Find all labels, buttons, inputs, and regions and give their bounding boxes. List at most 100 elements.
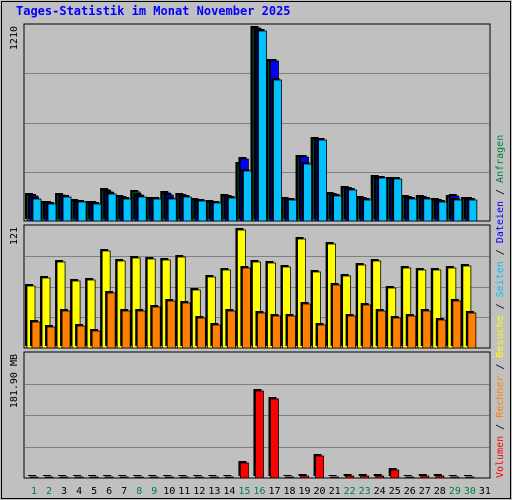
bar-seiten-17 bbox=[273, 79, 282, 222]
bar-volumen-21-shadow bbox=[328, 475, 337, 476]
bar-besuche-7 bbox=[116, 260, 126, 349]
bar-volumen-8-shadow bbox=[133, 475, 142, 476]
bar-seiten-12 bbox=[197, 200, 207, 222]
bar-volumen-1 bbox=[29, 476, 39, 479]
bar-rechner-13 bbox=[211, 324, 221, 349]
bar-volumen-28 bbox=[435, 475, 445, 479]
bar-rechner-3 bbox=[61, 310, 71, 349]
bar-rechner-30 bbox=[467, 312, 477, 349]
bar-seiten-7 bbox=[122, 198, 132, 222]
legend-anfragen: Anfragen bbox=[495, 135, 506, 183]
x-tick-label-18: 18 bbox=[283, 486, 295, 497]
x-tick-label-24: 24 bbox=[374, 486, 386, 497]
bar-seiten-23 bbox=[363, 199, 373, 222]
bar-volumen-12-shadow bbox=[193, 475, 202, 476]
bar-seiten-28 bbox=[438, 201, 448, 222]
x-tick-label-21: 21 bbox=[329, 486, 341, 497]
bar-besuche-17 bbox=[267, 262, 276, 349]
x-tick-label-2: 2 bbox=[46, 486, 52, 497]
bar-seiten-4 bbox=[77, 201, 87, 222]
bar-seiten-5 bbox=[92, 203, 102, 222]
bar-rechner-18 bbox=[287, 315, 296, 349]
bar-seiten-1 bbox=[32, 198, 42, 222]
bar-volumen-24-shadow bbox=[373, 474, 382, 476]
bar-volumen-9-shadow bbox=[148, 475, 157, 476]
bar-volumen-10-shadow bbox=[163, 475, 172, 476]
bar-rechner-24 bbox=[377, 310, 387, 349]
bar-rechner-14 bbox=[226, 310, 236, 349]
bar-volumen-7 bbox=[119, 476, 129, 479]
x-tick-label-6: 6 bbox=[106, 486, 112, 497]
x-tick-label-20: 20 bbox=[314, 486, 326, 497]
x-tick-label-26: 26 bbox=[404, 486, 416, 497]
legend-dateien: Dateien bbox=[495, 201, 506, 243]
bar-rechner-11 bbox=[181, 302, 191, 349]
x-tick-label-15: 15 bbox=[238, 486, 250, 497]
bar-rechner-2 bbox=[46, 326, 56, 349]
bar-rechner-1 bbox=[31, 321, 41, 349]
bar-volumen-23 bbox=[360, 475, 370, 479]
legend-seiten: Seiten bbox=[495, 261, 506, 297]
x-tick-label-10: 10 bbox=[163, 486, 175, 497]
bar-volumen-18-shadow bbox=[283, 475, 292, 476]
x-tick-label-5: 5 bbox=[91, 486, 97, 497]
bar-volumen-17 bbox=[270, 398, 279, 479]
bar-rechner-5 bbox=[91, 330, 101, 349]
right-legend: Volumen / Rechner / Besuche / Seiten / D… bbox=[495, 135, 506, 478]
bar-seiten-19 bbox=[303, 163, 312, 222]
x-tick-label-7: 7 bbox=[121, 486, 127, 497]
bar-besuche-24 bbox=[372, 260, 382, 349]
x-tick-label-25: 25 bbox=[389, 486, 401, 497]
legend- /: / bbox=[495, 297, 506, 315]
bar-seiten-24 bbox=[378, 177, 388, 222]
bar-volumen-24 bbox=[375, 475, 385, 479]
bar-volumen-4 bbox=[74, 476, 84, 479]
bar-besuche-1 bbox=[26, 285, 36, 349]
bar-rechner-27 bbox=[422, 310, 432, 349]
bar-seiten-8 bbox=[137, 196, 147, 222]
bar-volumen-25 bbox=[390, 469, 400, 479]
bar-besuche-4 bbox=[71, 280, 81, 349]
bar-volumen-13-shadow bbox=[208, 475, 217, 476]
bar-volumen-26 bbox=[405, 476, 415, 479]
bar-volumen-5-shadow bbox=[88, 475, 97, 476]
bar-volumen-2 bbox=[44, 476, 54, 479]
bar-volumen-15 bbox=[240, 462, 249, 479]
x-tick-label-14: 14 bbox=[223, 486, 235, 497]
bar-volumen-6 bbox=[104, 476, 114, 479]
x-tick-label-22: 22 bbox=[344, 486, 356, 497]
legend- /: / bbox=[495, 358, 506, 376]
bar-seiten-15 bbox=[243, 170, 252, 222]
x-tick-label-11: 11 bbox=[178, 486, 190, 497]
scale-label-volume: 181.90 MB bbox=[9, 354, 20, 408]
bar-rechner-8 bbox=[136, 310, 146, 349]
x-tick-label-19: 19 bbox=[299, 486, 311, 497]
bar-seiten-20 bbox=[318, 139, 327, 222]
bar-rechner-20 bbox=[317, 324, 326, 349]
bar-volumen-26-shadow bbox=[403, 475, 412, 476]
legend- /: / bbox=[495, 183, 506, 201]
bar-seiten-6 bbox=[107, 193, 117, 222]
bar-seiten-25 bbox=[393, 178, 403, 222]
bar-volumen-23-shadow bbox=[358, 474, 367, 476]
bar-volumen-13 bbox=[209, 476, 219, 479]
bar-seiten-26 bbox=[408, 198, 418, 222]
bar-volumen-9 bbox=[149, 476, 159, 479]
bar-volumen-19-shadow bbox=[298, 474, 307, 476]
bar-volumen-2-shadow bbox=[43, 475, 52, 476]
bar-besuche-16 bbox=[252, 261, 261, 349]
bar-besuche-26 bbox=[402, 267, 412, 349]
bar-besuche-9 bbox=[146, 258, 156, 349]
chart-title: Tages-Statistik im Monat November 2025 bbox=[16, 4, 291, 18]
bar-volumen-5 bbox=[89, 476, 99, 479]
bar-volumen-14-shadow bbox=[223, 475, 232, 476]
bar-seiten-16 bbox=[258, 30, 267, 222]
bar-besuche-30 bbox=[462, 265, 472, 349]
bar-seiten-11 bbox=[182, 196, 192, 222]
bar-seiten-27 bbox=[423, 198, 433, 222]
x-tick-label-1: 1 bbox=[31, 486, 37, 497]
bar-seiten-3 bbox=[62, 196, 72, 222]
x-tick-label-27: 27 bbox=[419, 486, 431, 497]
bar-rechner-29 bbox=[452, 300, 462, 349]
